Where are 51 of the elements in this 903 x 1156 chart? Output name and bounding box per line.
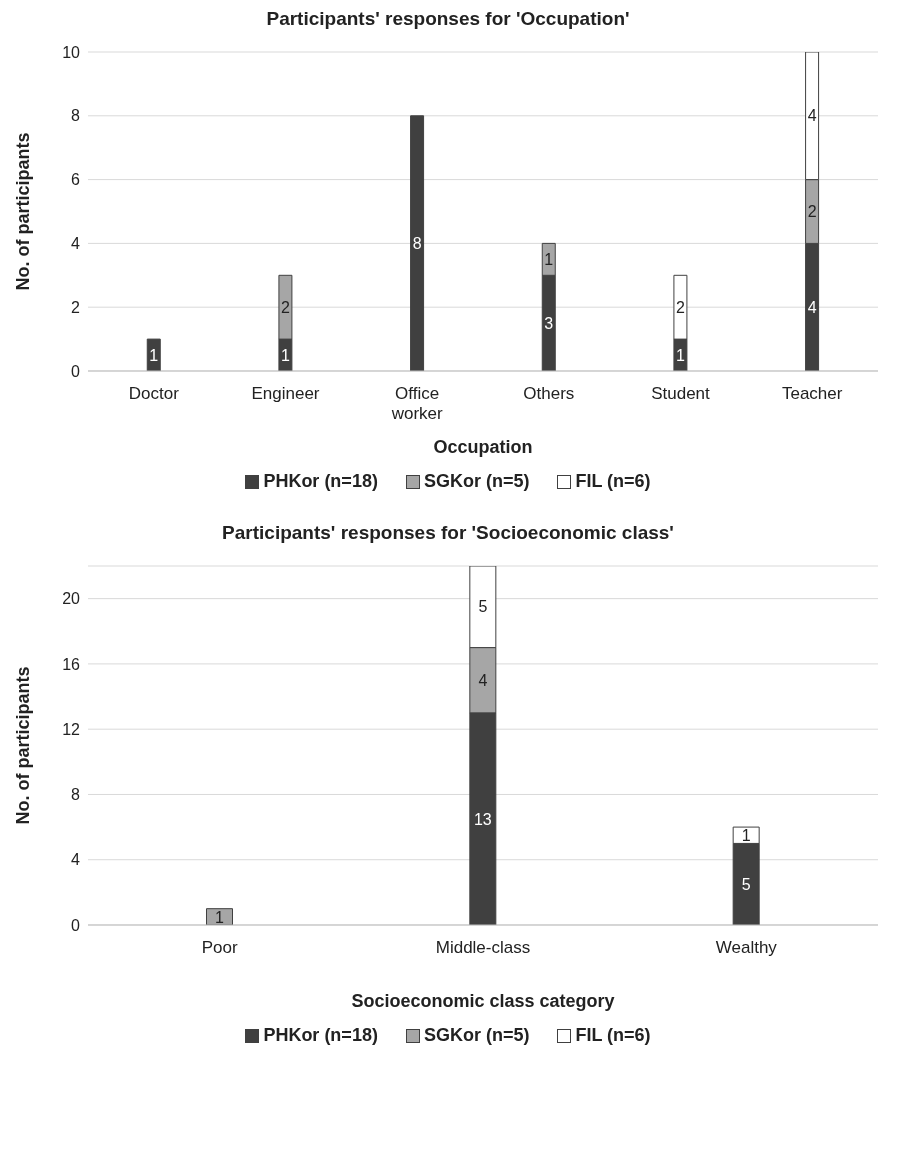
chart-title: Participants' responses for 'Occupation' — [265, 8, 631, 30]
data-label: 5 — [741, 875, 751, 893]
y-tick-label: 10 — [62, 43, 81, 61]
x-tick-label: Others — [523, 384, 575, 403]
data-label: 1 — [215, 908, 225, 926]
x-tick-label: Office worker — [390, 384, 444, 423]
x-tick-label: Wealthy — [715, 938, 778, 957]
bar — [410, 115, 425, 371]
y-axis-title: No. of participants — [13, 132, 34, 291]
data-label: 4 — [478, 671, 488, 689]
x-tick-label: Student — [651, 384, 711, 403]
data-label: 1 — [675, 346, 685, 364]
x-tick-label: Engineer — [251, 384, 320, 403]
data-label: 2 — [280, 298, 290, 316]
x-axis-title: Socioeconomic class category — [351, 991, 615, 1011]
data-label: 4 — [807, 298, 817, 316]
chart-title: Participants' responses for 'Socioeconomic class' — [221, 522, 675, 544]
y-tick-label: 6 — [71, 171, 81, 189]
x-axis-title: Occupation — [433, 437, 533, 457]
data-label: 1 — [149, 346, 159, 364]
legend-label: SGKor (n=5) — [422, 1025, 530, 1046]
y-tick-label: 4 — [71, 851, 81, 869]
x-tick-label: Doctor — [128, 384, 180, 403]
data-label: 1 — [741, 826, 751, 844]
y-tick-label: 12 — [62, 720, 81, 738]
data-label: 2 — [675, 298, 685, 316]
x-tick-label: Poor — [201, 938, 238, 957]
legend-label: PHKor (n=18) — [262, 471, 378, 492]
legend-label: SGKor (n=5) — [422, 471, 530, 492]
y-tick-label: 8 — [71, 107, 81, 125]
data-label: 4 — [807, 107, 817, 125]
y-tick-label: 2 — [71, 298, 81, 316]
y-tick-label: 8 — [71, 786, 81, 804]
data-label: 8 — [412, 235, 422, 253]
x-tick-label: Teacher — [781, 384, 843, 403]
data-label: 3 — [544, 314, 554, 332]
y-tick-label: 4 — [71, 235, 81, 253]
data-label: 1 — [280, 346, 290, 364]
y-tick-label: 16 — [62, 655, 81, 673]
y-tick-label: 0 — [71, 362, 81, 380]
x-tick-label: Middle-class — [435, 938, 531, 957]
data-label: 5 — [478, 598, 488, 616]
legend-label: PHKor (n=18) — [262, 1025, 378, 1046]
legend-label: FIL (n=6) — [574, 471, 651, 492]
y-tick-label: 0 — [71, 916, 81, 934]
y-axis-title: No. of participants — [13, 666, 34, 825]
data-label: 2 — [807, 203, 817, 221]
y-tick-label: 20 — [62, 590, 81, 608]
legend-label: FIL (n=6) — [574, 1025, 651, 1046]
data-label: 1 — [544, 251, 554, 269]
data-label: 13 — [473, 810, 492, 828]
